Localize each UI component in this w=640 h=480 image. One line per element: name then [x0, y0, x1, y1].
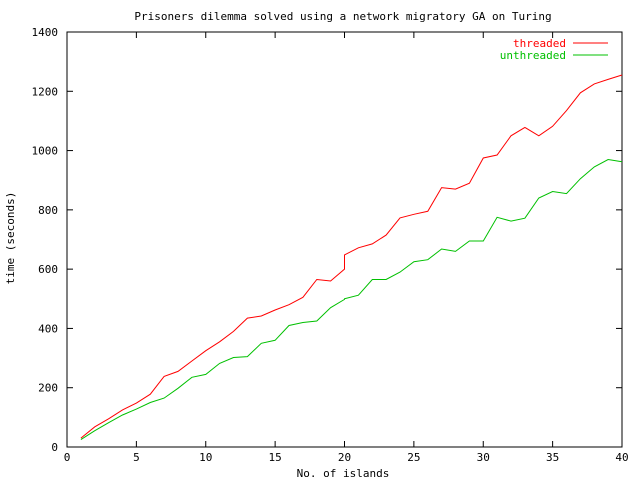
x-tick-label: 15: [269, 451, 282, 464]
x-tick-label: 5: [133, 451, 140, 464]
x-tick-label: 25: [407, 451, 420, 464]
x-axis-ticks: 0 5 10 15 20 25 30 35 40: [64, 32, 629, 464]
y-tick-label: 400: [38, 322, 58, 335]
y-axis-ticks: 0 200 400 600 800 1000 1200 1400: [32, 26, 622, 454]
legend-label-threaded: threaded: [513, 37, 566, 50]
x-axis-label: No. of islands: [297, 467, 390, 480]
y-tick-label: 1200: [32, 85, 59, 98]
x-tick-label: 20: [338, 451, 351, 464]
x-tick-label: 10: [199, 451, 212, 464]
x-tick-label: 35: [546, 451, 559, 464]
y-tick-label: 600: [38, 263, 58, 276]
series-line-unthreaded: [80, 158, 623, 441]
x-tick-label: 40: [615, 451, 628, 464]
y-tick-label: 1000: [32, 145, 59, 158]
legend-label-unthreaded: unthreaded: [500, 49, 566, 62]
y-tick-label: 200: [38, 382, 58, 395]
series-lines: [80, 74, 623, 441]
y-tick-label: 0: [51, 441, 58, 454]
series-line-threaded: [80, 74, 623, 439]
chart-title: Prisoners dilemma solved using a network…: [134, 10, 551, 23]
x-tick-label: 0: [64, 451, 71, 464]
x-tick-label: 30: [477, 451, 490, 464]
y-tick-label: 1400: [32, 26, 59, 39]
y-axis-label: time (seconds): [4, 192, 17, 285]
y-tick-label: 800: [38, 204, 58, 217]
